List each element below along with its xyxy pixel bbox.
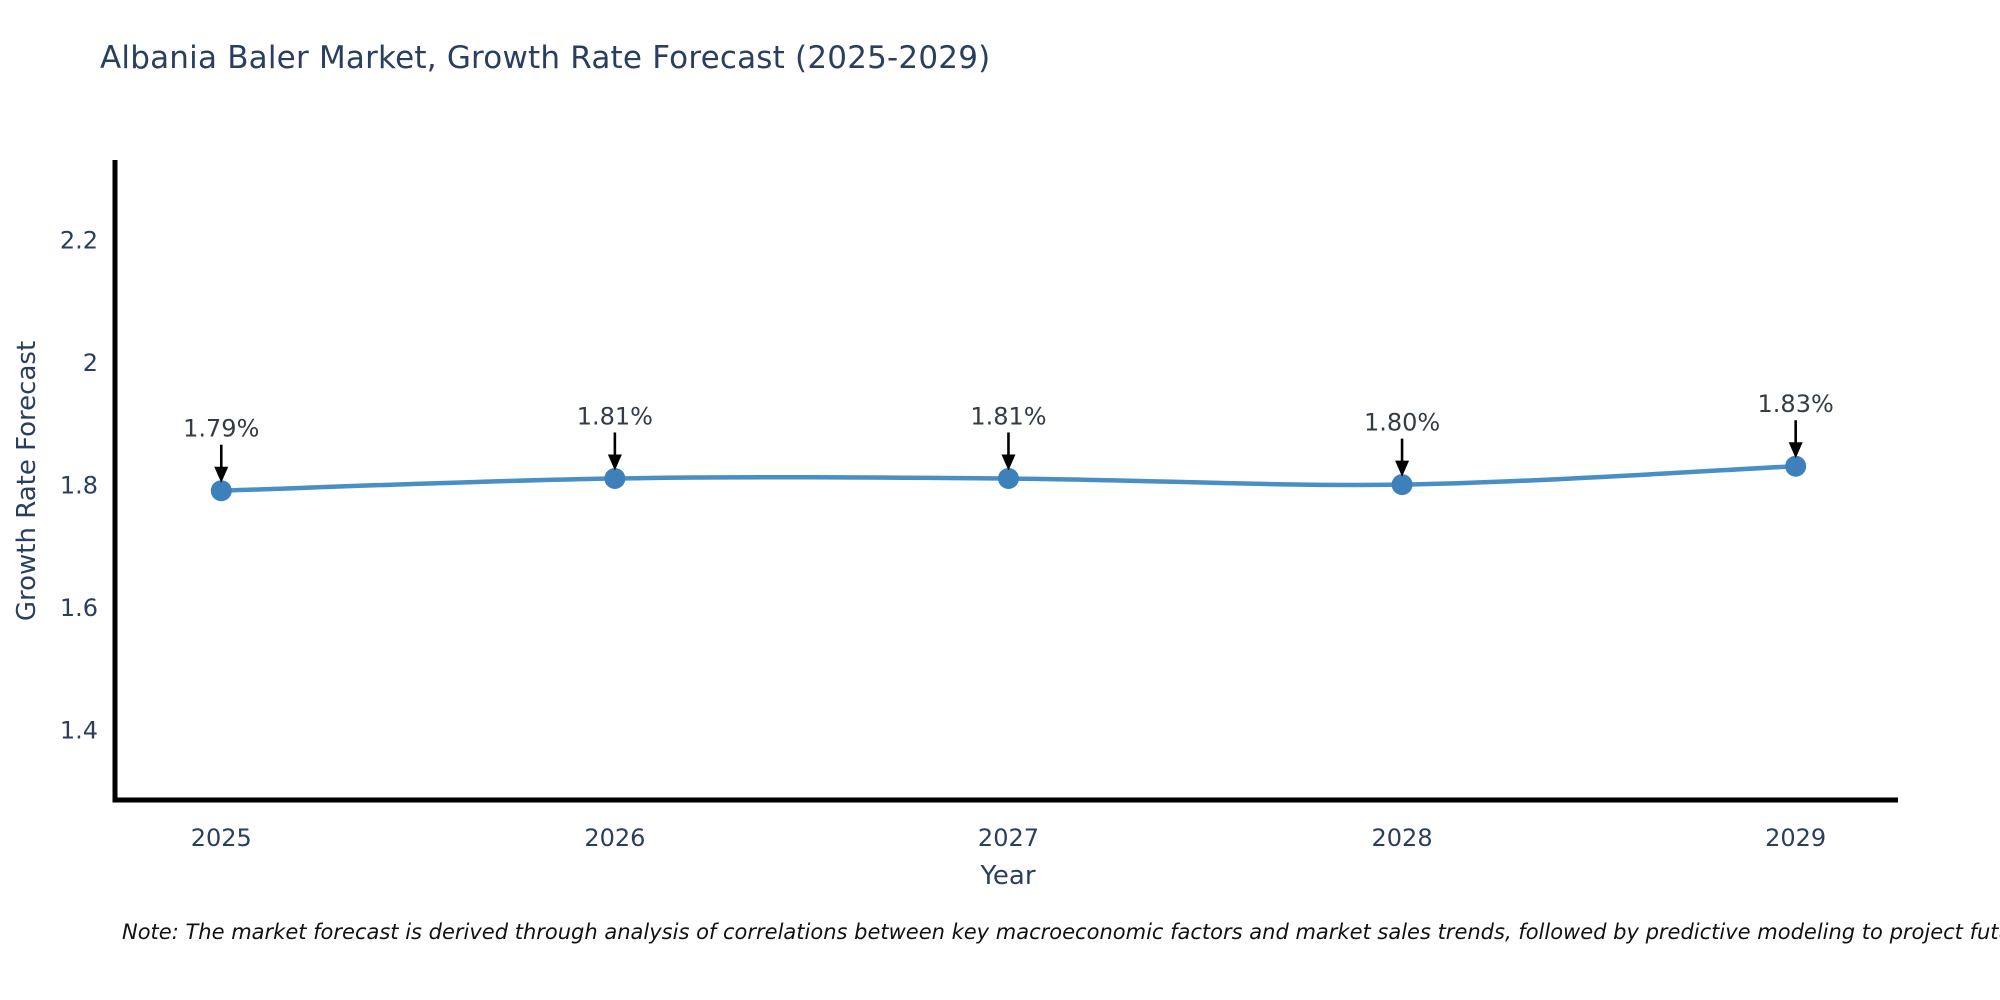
annotation-arrow-head-icon: [607, 454, 622, 471]
annotation-arrow-head-icon: [1395, 460, 1410, 477]
data-point-marker: [1391, 474, 1413, 496]
chart-title: Albania Baler Market, Growth Rate Foreca…: [100, 40, 991, 76]
data-point-label: 1.81%: [970, 402, 1046, 430]
y-tick-label: 2: [83, 349, 98, 377]
y-tick-label: 2.2: [60, 227, 98, 255]
x-tick-label: 2028: [1372, 824, 1433, 852]
x-tick-label: 2026: [584, 824, 645, 852]
x-tick-label: 2027: [978, 824, 1039, 852]
data-point-label: 1.83%: [1758, 390, 1834, 418]
x-tick-label: 2029: [1765, 824, 1826, 852]
data-point-marker: [604, 467, 626, 489]
chart-note: Note: The market forecast is derived thr…: [122, 920, 2000, 944]
data-point-marker: [1785, 455, 1807, 477]
annotation-arrow-head-icon: [214, 466, 229, 483]
x-axis-title: Year: [980, 861, 1036, 891]
y-tick-label: 1.6: [60, 594, 98, 622]
data-point-marker: [210, 480, 232, 502]
y-tick-label: 1.4: [60, 717, 98, 745]
data-point-label: 1.81%: [577, 402, 653, 430]
annotation-arrow-head-icon: [1788, 442, 1803, 459]
y-axis-title: Growth Rate Forecast: [12, 340, 42, 622]
y-tick-label: 1.8: [60, 472, 98, 500]
data-point-label: 1.79%: [183, 415, 259, 443]
x-tick-label: 2025: [191, 824, 252, 852]
data-point-label: 1.80%: [1364, 409, 1440, 437]
data-point-marker: [997, 467, 1019, 489]
annotation-arrow-head-icon: [1001, 454, 1016, 471]
